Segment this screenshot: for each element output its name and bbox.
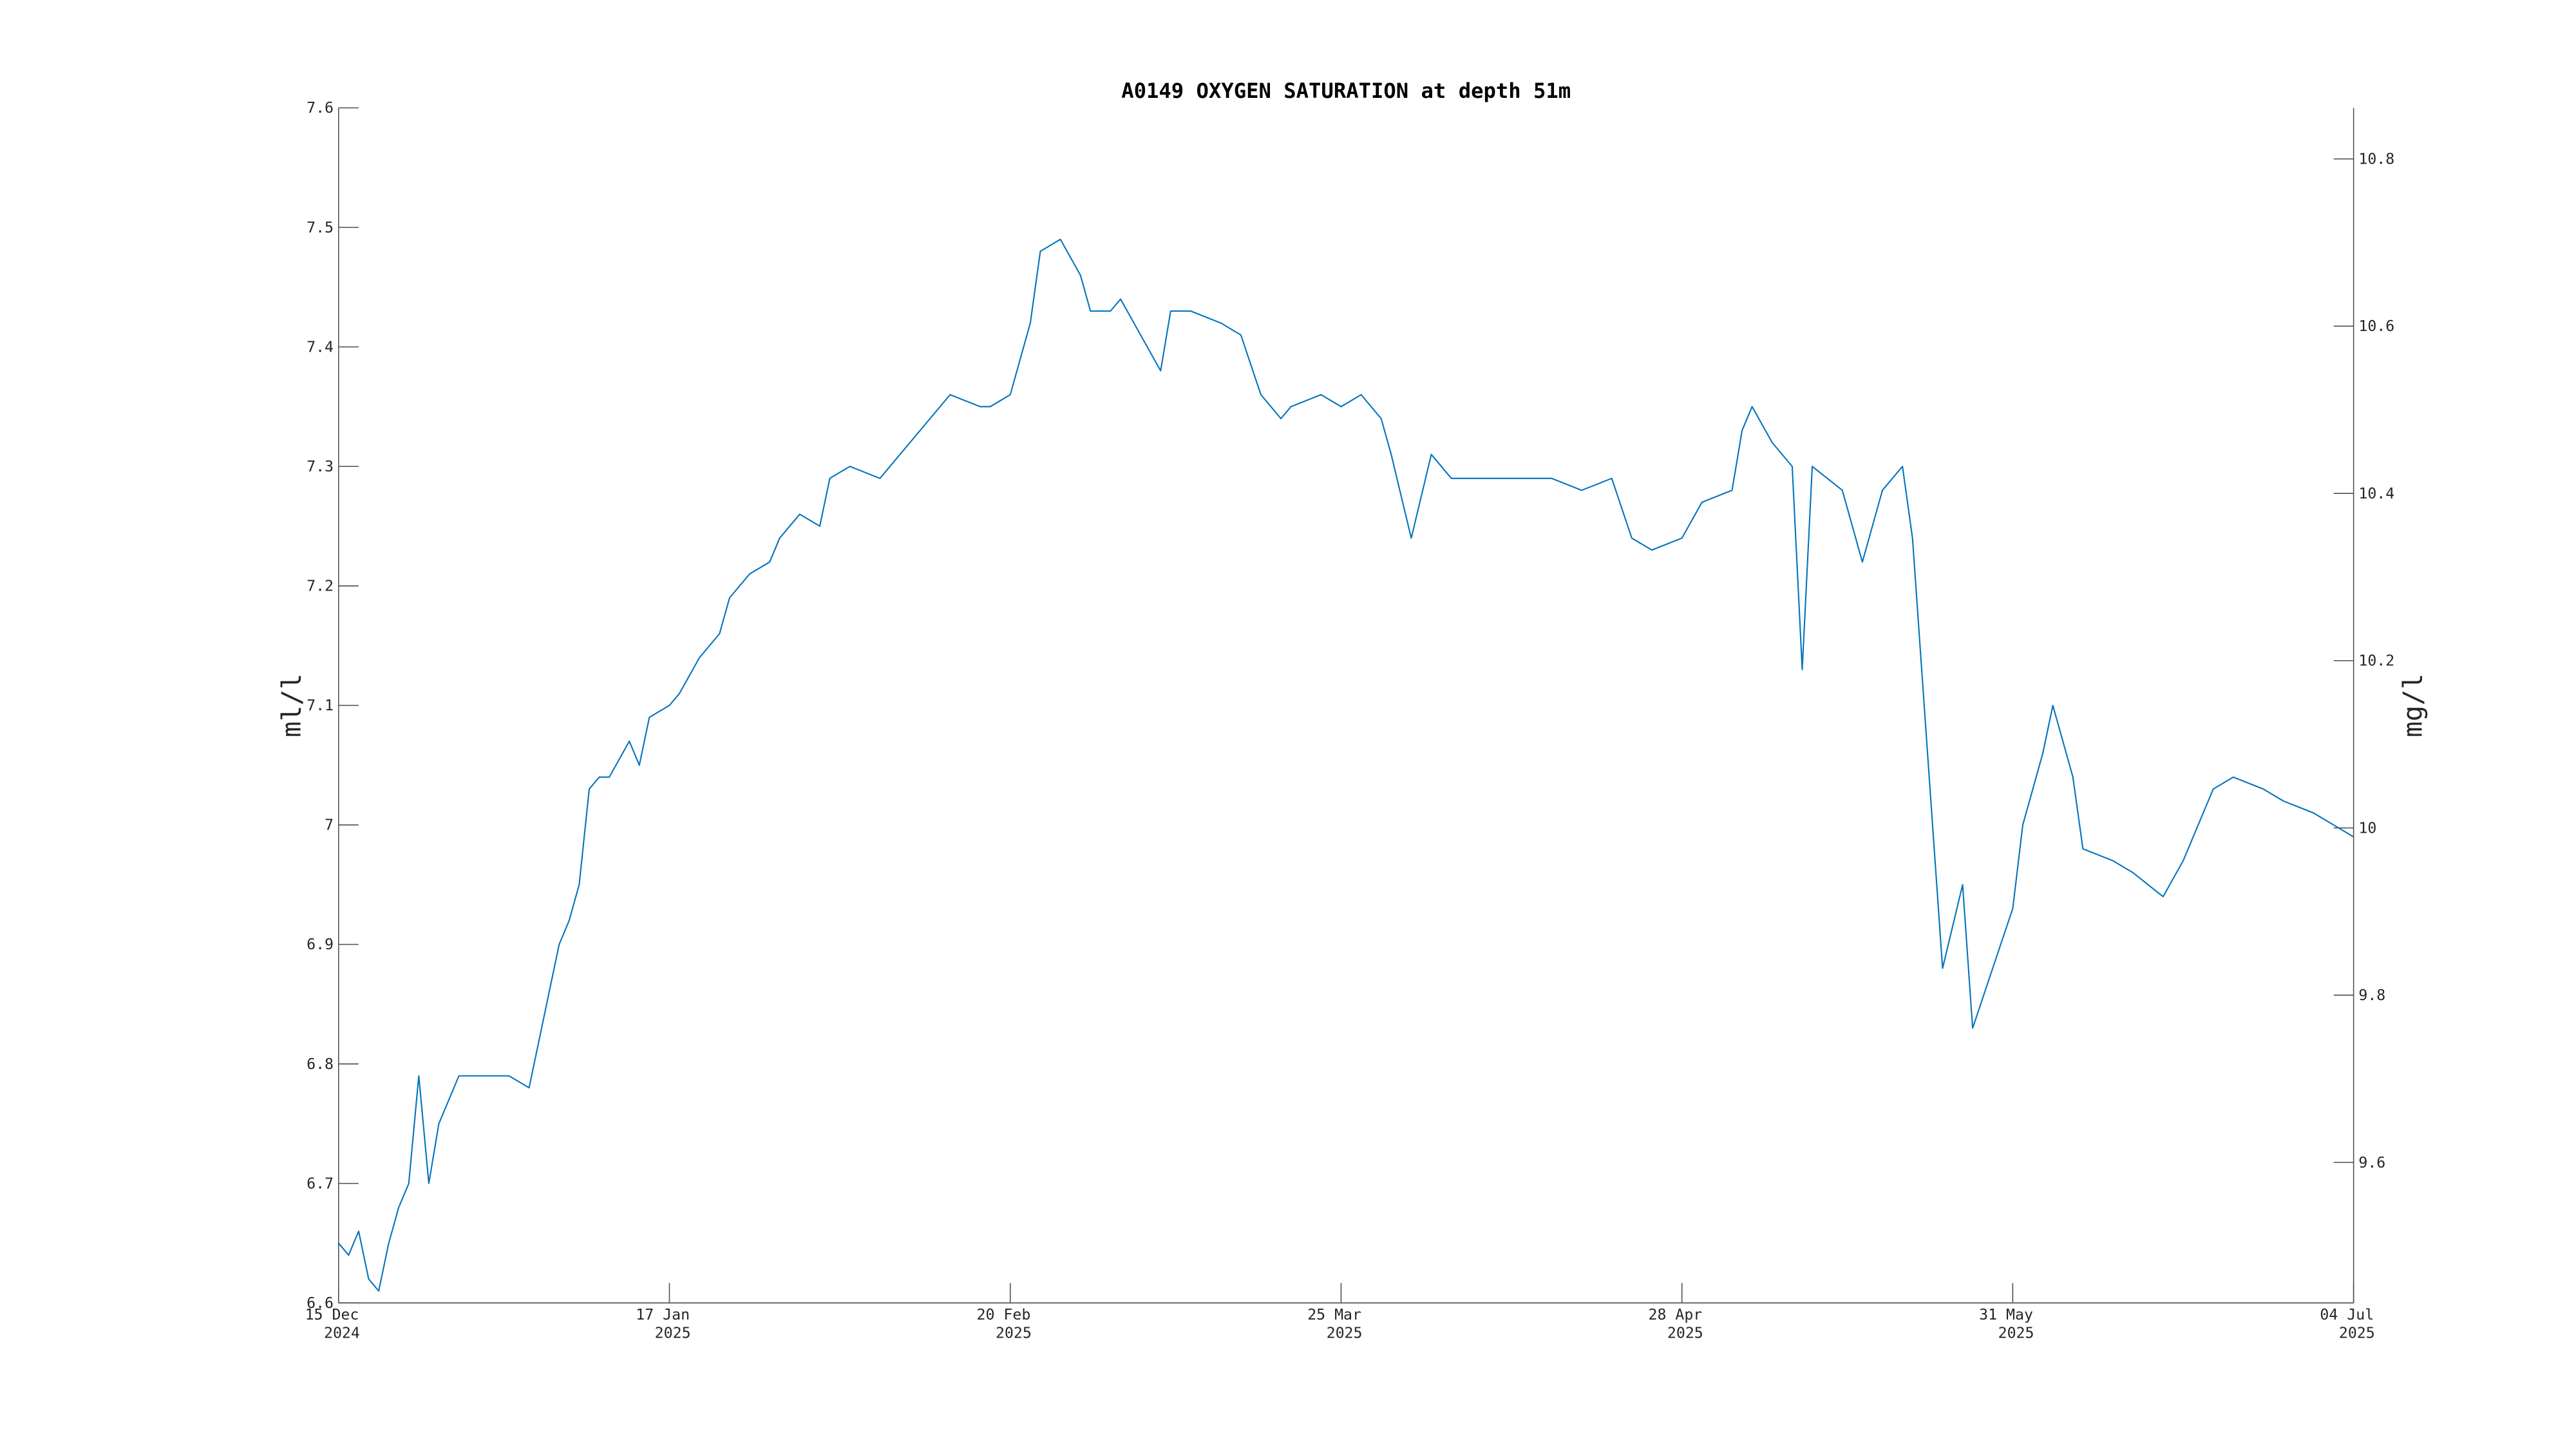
x-tick-label: 28 Apr — [1648, 1306, 1702, 1323]
x-tick-label: 2025 — [655, 1324, 691, 1341]
x-tick-label: 25 Mar — [1307, 1306, 1361, 1323]
x-tick-label: 2025 — [1327, 1324, 1363, 1341]
x-tick-label: 20 Feb — [977, 1306, 1031, 1323]
x-tick-label: 17 Jan — [636, 1306, 690, 1323]
x-tick-label: 2025 — [996, 1324, 1032, 1341]
y-tick-label: 6.9 — [307, 936, 334, 953]
x-tick-label: 31 May — [1979, 1306, 2033, 1323]
y2-tick-label: 9.8 — [2358, 987, 2385, 1004]
y-tick-label: 6.8 — [307, 1056, 334, 1073]
y2-tick-label: 10.2 — [2358, 652, 2394, 670]
y-tick-label: 7.2 — [307, 578, 334, 595]
x-tick-label: 2025 — [1667, 1324, 1703, 1341]
y-tick-label: 6.7 — [307, 1175, 334, 1192]
y-tick-label: 7.5 — [307, 219, 334, 236]
x-tick-label: 04 Jul — [2320, 1306, 2374, 1323]
y-tick-label: 6.6 — [307, 1294, 334, 1312]
y-tick-label: 7.4 — [307, 338, 334, 355]
data-line — [337, 238, 2354, 1292]
y-tick-label: 7.1 — [307, 697, 334, 714]
chart-title: A0149 OXYGEN SATURATION at depth 51m — [1121, 79, 1571, 103]
y-axis-label: ml/l — [276, 674, 307, 737]
y2-tick-label: 10 — [2358, 819, 2376, 837]
y2-tick-label: 10.8 — [2358, 150, 2394, 167]
x-tick-label: 2024 — [324, 1324, 360, 1341]
y-tick-label: 7 — [325, 817, 334, 834]
x-tick-label: 2025 — [1998, 1324, 2034, 1341]
y2-tick-label: 10.4 — [2358, 485, 2394, 502]
y-tick-label: 7.3 — [307, 458, 334, 475]
x-tick-label: 15 Dec — [305, 1306, 359, 1323]
y-tick-label: 7.6 — [307, 99, 334, 117]
y2-tick-label: 10.6 — [2358, 317, 2394, 335]
y2-axis-label: mg/l — [2397, 674, 2428, 737]
y2-tick-label: 9.6 — [2358, 1154, 2385, 1171]
x-tick-label: 2025 — [2339, 1324, 2375, 1341]
